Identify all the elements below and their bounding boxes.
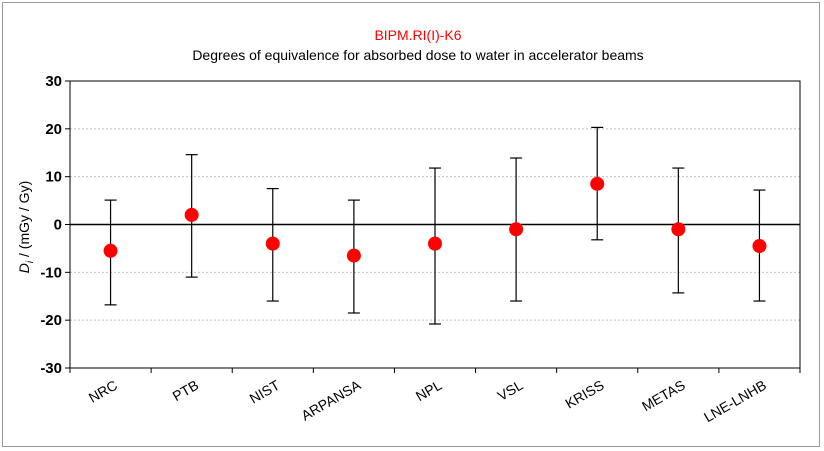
svg-text:Di / (mGy / Gy): Di / (mGy / Gy) — [16, 181, 36, 273]
chart-subtitle: Degrees of equivalence for absorbed dose… — [192, 47, 643, 63]
x-tick-label: KRISS — [562, 377, 606, 412]
y-axis: -30 -20 -10 0 10 20 30 — [40, 73, 70, 377]
chart-title: BIPM.RI(I)-K6 — [374, 27, 461, 43]
x-tick-label: NPL — [413, 377, 445, 405]
data-point — [671, 222, 686, 237]
x-tick-label: NIST — [247, 377, 283, 407]
data-point — [265, 236, 280, 251]
y-tick-label: -10 — [40, 264, 62, 281]
data-point — [103, 243, 118, 258]
y-tick-label: -20 — [40, 312, 62, 329]
y-axis-label-subscript: i — [25, 260, 36, 263]
y-tick-label: 0 — [54, 217, 62, 234]
x-tick-label: ARPANSA — [298, 376, 364, 423]
x-tick-label: VSL — [495, 377, 526, 404]
y-tick-label: -30 — [40, 360, 62, 377]
data-point — [346, 248, 361, 263]
error-bars — [104, 126, 766, 325]
y-axis-label: Di / (mGy / Gy) — [16, 181, 36, 273]
x-tick-label: LNE-LNHB — [701, 377, 769, 425]
y-tick-label: 30 — [45, 73, 62, 90]
x-tick-label: METAS — [639, 377, 688, 414]
y-tick-label: 10 — [45, 169, 62, 186]
y-axis-label-symbol: D — [16, 263, 32, 273]
x-tick-label: PTB — [170, 377, 202, 404]
data-point — [428, 236, 442, 251]
data-point — [509, 222, 524, 237]
x-tick-label: NRC — [86, 377, 120, 406]
data-point — [752, 239, 767, 254]
y-tick-label: 20 — [45, 121, 62, 138]
data-points — [103, 176, 767, 263]
y-axis-label-units: / (mGy / Gy) — [16, 181, 32, 261]
x-axis: NRC PTB NIST ARPANSA NPL VSL KRISS METAS LNE-LNH… — [69, 368, 801, 425]
data-point — [184, 207, 199, 222]
data-point — [590, 176, 605, 191]
